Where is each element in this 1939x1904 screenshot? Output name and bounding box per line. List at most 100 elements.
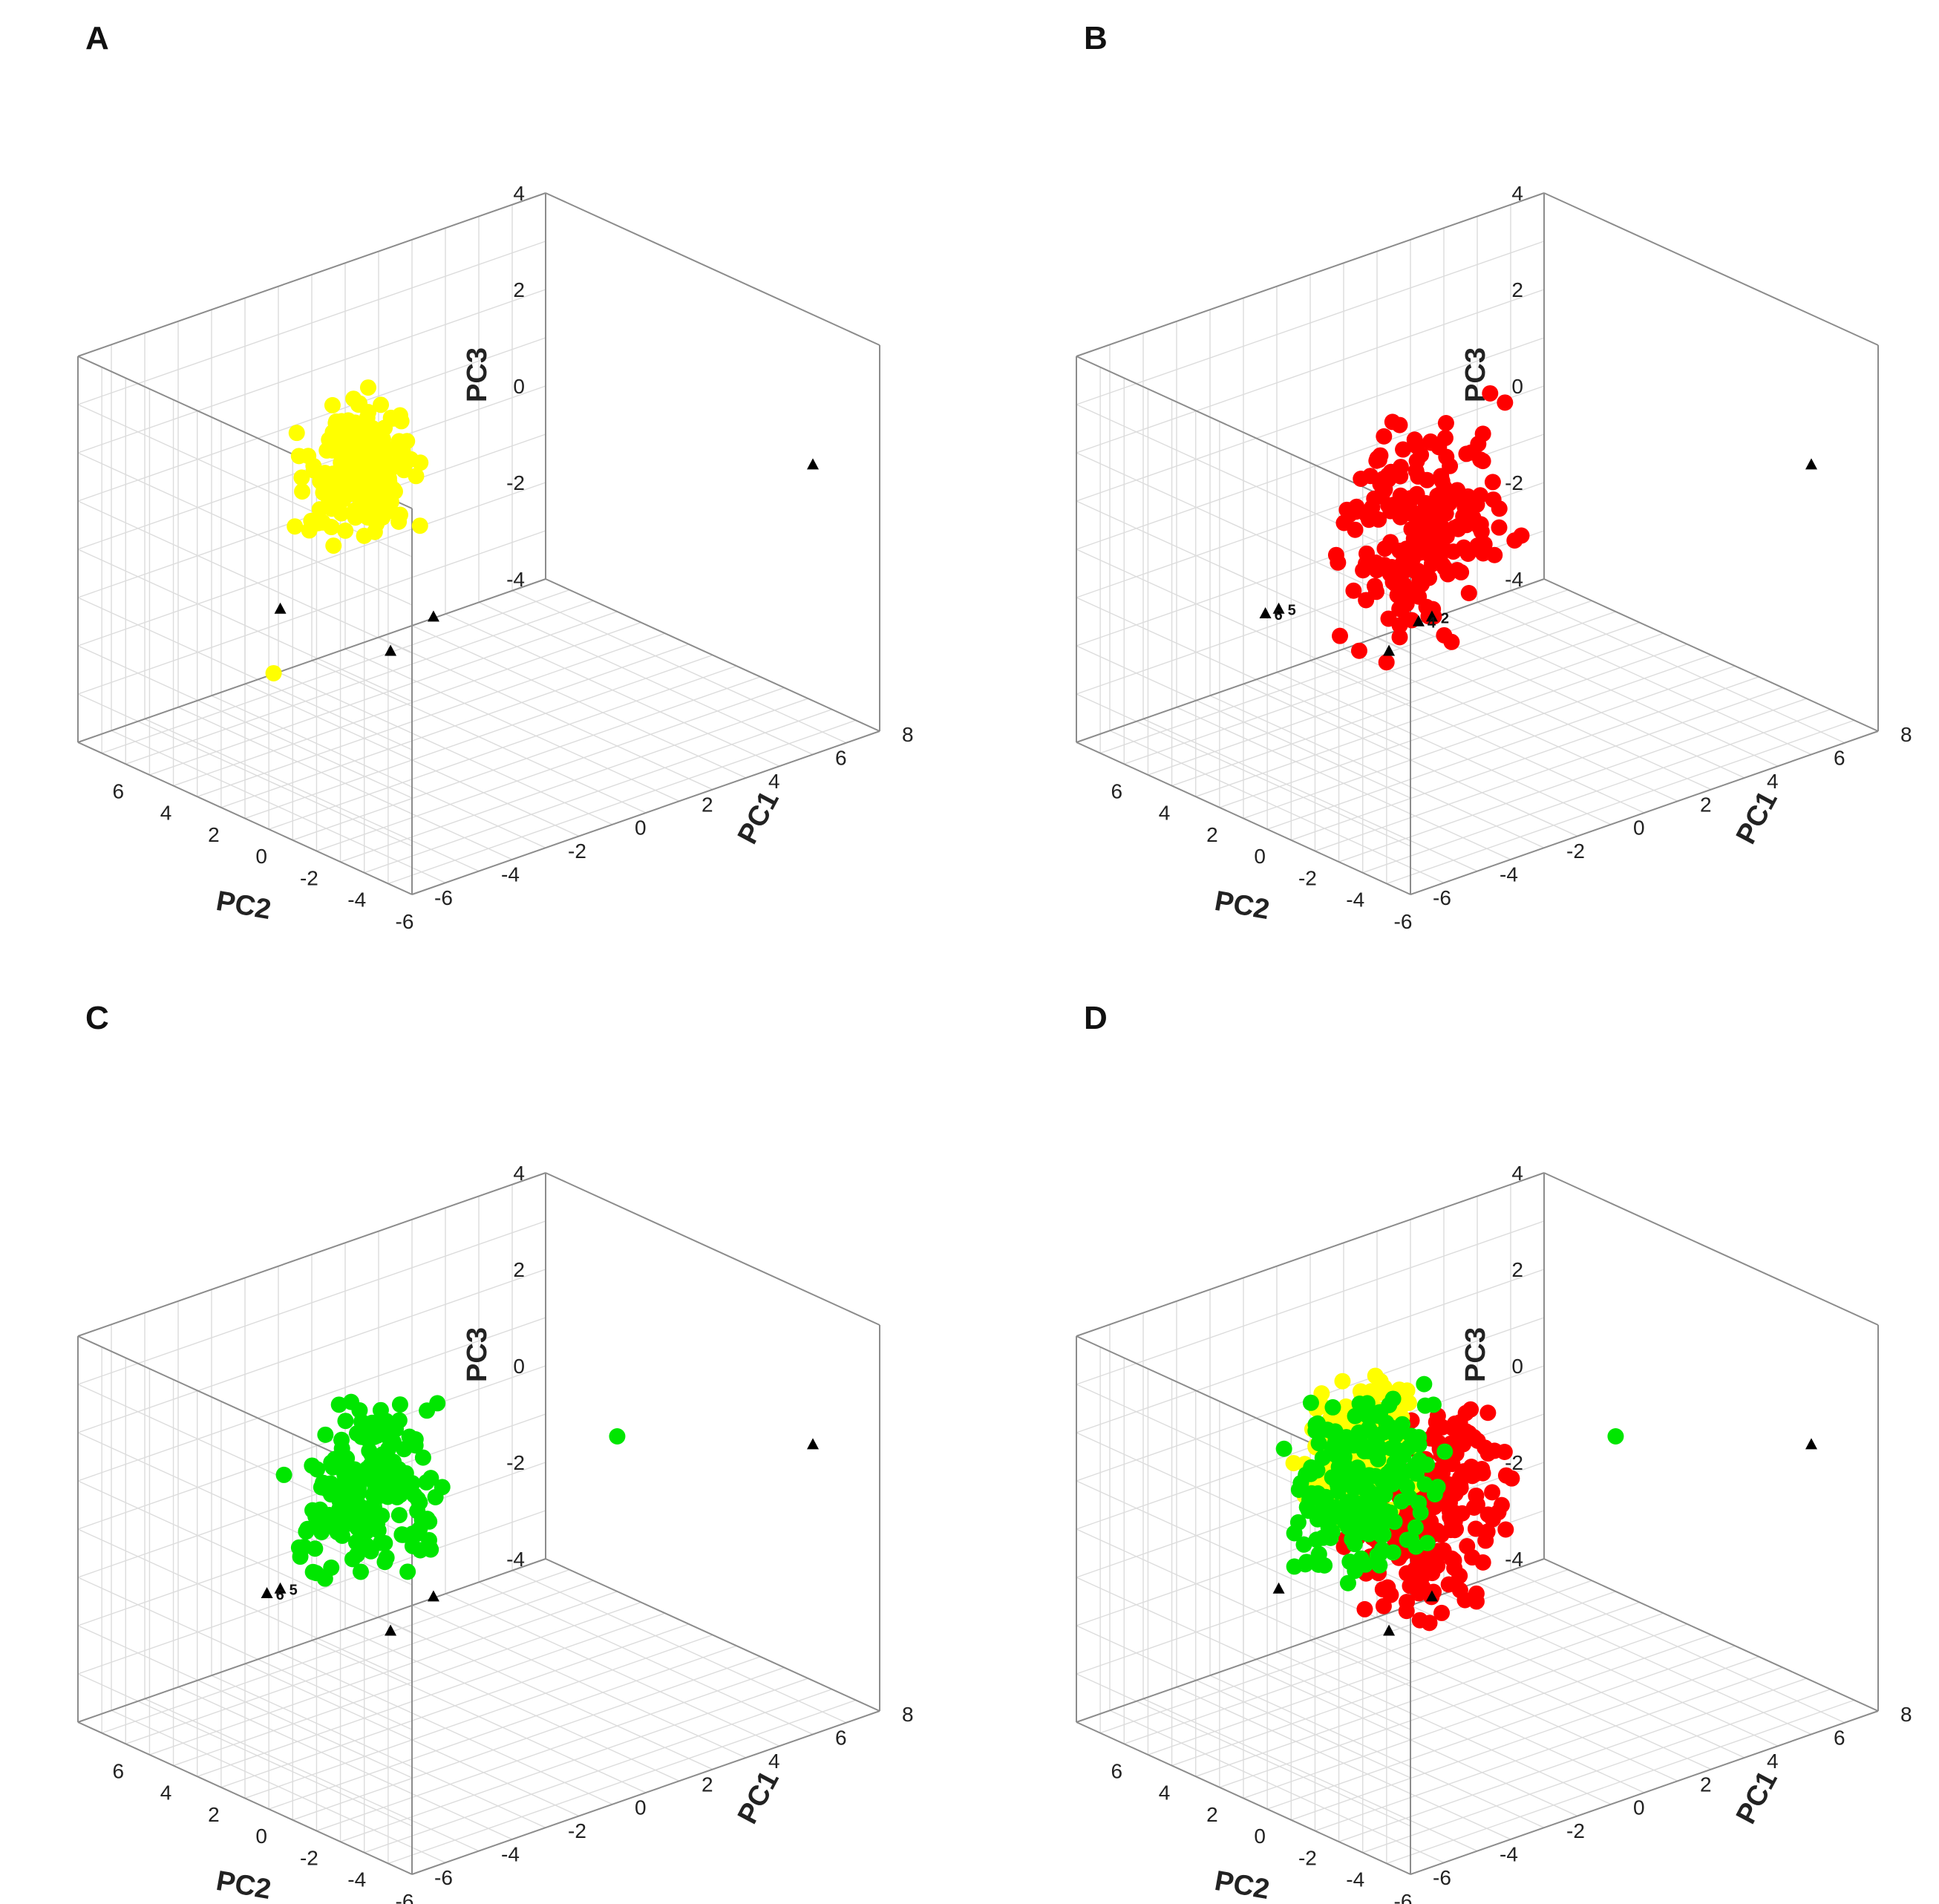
grid-line xyxy=(77,597,413,750)
grid-line xyxy=(1076,1480,1411,1634)
data-point xyxy=(1373,1541,1390,1558)
data-point xyxy=(333,1492,350,1509)
y-tick-label: -6 xyxy=(1394,910,1413,933)
data-point xyxy=(293,469,310,486)
data-point xyxy=(311,501,328,518)
data-point xyxy=(1479,1404,1497,1422)
panel-letter: D xyxy=(1084,1000,1108,1036)
grid-line xyxy=(77,1673,413,1827)
data-point xyxy=(1431,549,1448,566)
z-tick-label: 0 xyxy=(1511,1355,1523,1378)
box-edge xyxy=(1543,192,1879,346)
y-tick-label: 4 xyxy=(160,802,172,825)
grid-line xyxy=(111,1710,446,1863)
grid-line xyxy=(77,645,413,799)
data-point xyxy=(327,414,344,431)
grid-line xyxy=(311,660,647,814)
grid-line xyxy=(1076,1625,1411,1779)
grid-line xyxy=(1076,549,1411,702)
data-point xyxy=(1353,1476,1370,1493)
data-point xyxy=(1474,1554,1491,1571)
z-axis-label: PC3 xyxy=(1460,1327,1491,1382)
y-tick-label: -6 xyxy=(396,1890,414,1904)
reference-point-marker xyxy=(427,610,439,622)
x-tick-label: -6 xyxy=(434,1866,453,1889)
data-point xyxy=(395,1526,412,1543)
data-point xyxy=(1302,1394,1319,1411)
data-point xyxy=(1391,1469,1408,1486)
box-edge xyxy=(77,742,413,895)
data-point xyxy=(1442,457,1459,474)
data-point xyxy=(1310,1435,1327,1452)
data-point xyxy=(1470,436,1487,453)
data-point xyxy=(1408,437,1425,454)
data-point xyxy=(1363,1438,1380,1455)
z-tick-label: 0 xyxy=(1511,375,1523,398)
reference-point-marker xyxy=(807,458,819,470)
data-point xyxy=(1367,1367,1384,1384)
data-point xyxy=(301,522,318,539)
z-tick-label: 4 xyxy=(1511,1162,1523,1185)
y-tick-label: 2 xyxy=(1206,823,1218,846)
data-point xyxy=(1426,1486,1443,1503)
data-point xyxy=(1347,1563,1364,1580)
data-point xyxy=(1425,1396,1442,1413)
data-point xyxy=(1382,1504,1399,1521)
data-point xyxy=(414,1449,431,1466)
grid-line xyxy=(1142,1698,1478,1852)
data-point xyxy=(1350,642,1367,659)
z-tick-label: -2 xyxy=(1505,471,1523,494)
data-point xyxy=(1460,585,1477,602)
reference-point-label: 6 xyxy=(276,1587,284,1603)
reference-point-marker xyxy=(1272,602,1285,614)
reference-point-marker xyxy=(1272,1582,1285,1594)
data-point xyxy=(1378,654,1395,671)
data-point xyxy=(336,462,353,480)
data-point xyxy=(368,466,385,483)
data-point xyxy=(1351,1396,1368,1413)
data-point xyxy=(1486,1442,1503,1459)
grid-line xyxy=(77,1220,546,1385)
grid-line xyxy=(177,707,513,860)
data-point xyxy=(275,1466,292,1483)
data-point xyxy=(1384,413,1401,431)
grid-line xyxy=(1209,1675,1545,1828)
data-point xyxy=(1382,1586,1399,1603)
y-tick-label: 0 xyxy=(255,845,267,868)
y-tick-label: 4 xyxy=(1159,802,1171,825)
data-point xyxy=(1491,519,1508,536)
z-axis-label: PC3 xyxy=(462,347,493,402)
series-points xyxy=(1275,1375,1624,1591)
box-edge xyxy=(77,192,546,357)
grid-line xyxy=(1477,601,1812,756)
x-tick-label: 4 xyxy=(1767,770,1779,793)
data-point xyxy=(1458,445,1475,462)
reference-point-marker xyxy=(1259,607,1272,618)
y-tick-label: -2 xyxy=(300,866,318,889)
reference-point-marker xyxy=(807,1438,819,1450)
data-point xyxy=(1442,1522,1459,1539)
data-point xyxy=(1490,1504,1507,1521)
y-tick-label: -4 xyxy=(1346,1868,1364,1891)
data-point xyxy=(1295,1536,1312,1553)
z-tick-label: 0 xyxy=(513,1355,525,1378)
data-point xyxy=(1407,462,1425,480)
grid-line xyxy=(445,613,780,767)
data-point xyxy=(1403,520,1420,537)
data-point xyxy=(1324,1398,1341,1416)
data-point xyxy=(1424,1565,1441,1582)
data-point xyxy=(354,425,371,442)
data-point xyxy=(1389,586,1406,603)
box-edge xyxy=(1410,730,1879,895)
grid-line xyxy=(144,718,480,872)
data-point xyxy=(324,491,341,508)
data-point xyxy=(411,1494,428,1511)
reference-point-label: 4 xyxy=(1428,615,1436,632)
data-point xyxy=(369,1515,386,1532)
x-tick-label: 8 xyxy=(1900,1703,1912,1726)
data-point xyxy=(427,1488,444,1505)
grid-line xyxy=(77,1577,413,1730)
data-point xyxy=(1497,394,1514,411)
data-point xyxy=(1446,1415,1463,1432)
